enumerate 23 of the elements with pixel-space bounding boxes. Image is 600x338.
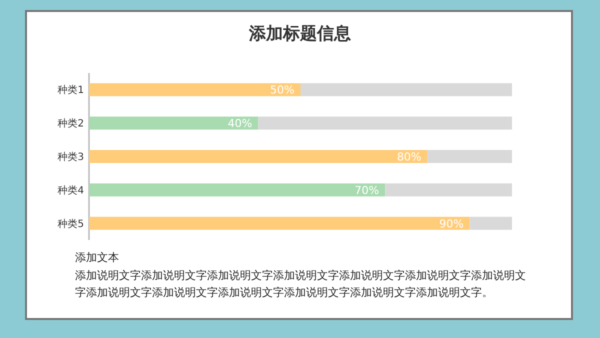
bar (470, 216, 512, 230)
text: 添加说明文字添加说明文字添加说明文字添加说明文字添加说明文字添加说明文字添加说明文字添加说明文字添加说明文字添加说明文字添加说明文字添加说明文字添加说明文字。 (75, 268, 527, 301)
data-label: 80% (396, 150, 422, 164)
y-tick-label: 种类2 (58, 118, 84, 130)
bar (300, 83, 512, 96)
y-tick-label: 种类1 (58, 84, 84, 96)
bar (385, 183, 512, 196)
bar (258, 116, 512, 130)
text: 添加文本 (75, 250, 119, 265)
y-tick-label: 种类3 (58, 151, 84, 163)
bar (89, 183, 386, 196)
bar (89, 83, 300, 96)
data-label: 40% (228, 117, 252, 130)
y-tick-label: 种类4 (58, 184, 84, 196)
bar (89, 216, 470, 230)
data-label: 70% (354, 184, 380, 197)
data-label: 90% (439, 217, 464, 230)
bar (89, 150, 428, 163)
bar (89, 116, 258, 130)
data-label: 50% (270, 84, 294, 97)
chart-title: 添加标题信息 (248, 23, 352, 45)
bar (427, 150, 512, 163)
y-tick-label: 种类5 (58, 218, 84, 230)
